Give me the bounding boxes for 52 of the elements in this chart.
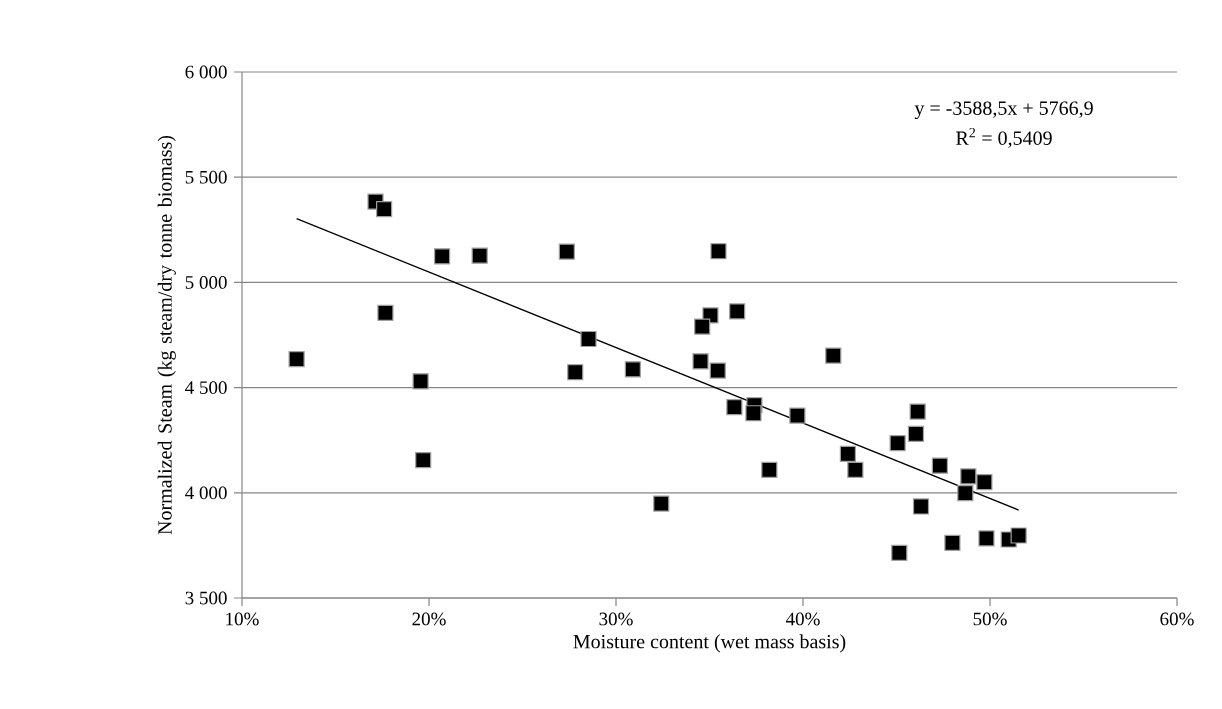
- point: [377, 304, 394, 321]
- point: [957, 485, 974, 502]
- point: [376, 201, 393, 218]
- point: [825, 347, 842, 364]
- point: [415, 452, 432, 469]
- x-tick-label: 10%: [226, 612, 259, 626]
- point: [471, 247, 488, 264]
- annotation: y = -3588,5x + 5766,9: [914, 101, 1093, 120]
- point: [978, 530, 995, 547]
- point: [726, 399, 743, 416]
- point: [912, 498, 930, 515]
- x-tick-label: 30%: [599, 612, 633, 626]
- point: [709, 362, 726, 379]
- y-axis-title: Normalized Steam (kg steam/dry tonne biomass): [157, 135, 176, 535]
- x-tick-label: 40%: [785, 612, 820, 626]
- point: [960, 468, 977, 485]
- point: [729, 303, 746, 320]
- point: [1010, 527, 1027, 544]
- point: [745, 405, 762, 422]
- point: [891, 544, 908, 562]
- annotation: R$^{2}$ = 0,5409: [956, 127, 1052, 148]
- point: [839, 445, 856, 462]
- point: [288, 351, 305, 368]
- point: [909, 403, 926, 420]
- x-axis-title: Moisture content (wet mass basis): [573, 634, 846, 653]
- y-tick-label: 4 500: [185, 381, 227, 395]
- point: [567, 364, 584, 381]
- point: [653, 495, 670, 512]
- y-tick-label: 6 000: [185, 65, 227, 79]
- point: [944, 534, 961, 551]
- point: [976, 473, 993, 491]
- point: [692, 353, 709, 370]
- point: [433, 248, 451, 265]
- x-tick-label: 60%: [1160, 612, 1194, 626]
- point: [907, 425, 925, 442]
- y-tick-label: 4 000: [185, 486, 227, 500]
- y-tick-label: 3 500: [185, 591, 227, 605]
- point: [694, 318, 711, 335]
- point: [624, 361, 641, 378]
- point: [889, 435, 906, 452]
- y-tick-label: 5 000: [185, 276, 227, 289]
- point: [710, 243, 727, 260]
- point: [558, 243, 575, 260]
- y-tick-label: 5 500: [185, 170, 227, 184]
- point: [761, 461, 778, 478]
- point: [789, 407, 806, 424]
- x-tick-label: 20%: [412, 612, 446, 626]
- point: [847, 461, 864, 478]
- point: [931, 457, 948, 474]
- point: [580, 330, 597, 348]
- x-tick-label: 50%: [973, 612, 1007, 626]
- point: [412, 373, 429, 390]
